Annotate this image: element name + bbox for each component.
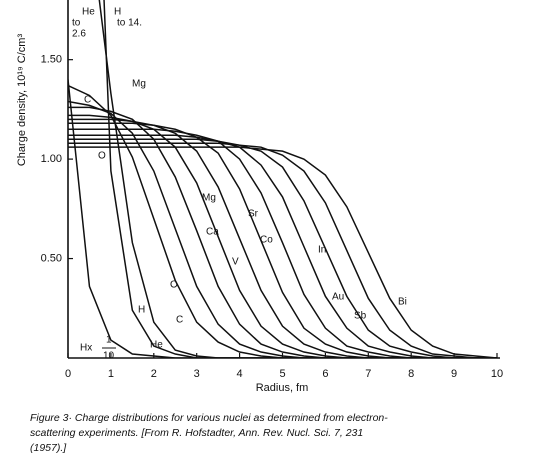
curve-label: Co <box>260 235 273 246</box>
x-tick-label: 1 <box>108 368 114 380</box>
annotation: He <box>82 7 95 18</box>
curve-label: Hx <box>80 343 92 354</box>
curve <box>68 146 498 358</box>
annotation: Mg <box>132 79 146 90</box>
curve-label: C <box>176 315 183 326</box>
x-tick-label: 5 <box>279 368 285 380</box>
curve <box>103 0 497 358</box>
y-axis-title: Charge density, 10¹⁹ C/cm³ <box>16 34 28 167</box>
curve-label: In <box>318 245 326 256</box>
annotation: C <box>84 95 91 106</box>
curve <box>68 84 497 358</box>
annotation: 1 <box>106 335 112 346</box>
x-tick-label: 3 <box>194 368 200 380</box>
curve-label: Sb <box>354 311 367 322</box>
curve-label: Au <box>332 292 344 303</box>
curve <box>68 79 497 358</box>
y-tick-label: 1.00 <box>41 153 62 165</box>
caption: (1957).] <box>30 442 67 454</box>
annotation: to <box>72 18 81 29</box>
curve-label: V <box>232 257 239 268</box>
annotation: 2.6 <box>72 29 86 40</box>
curve <box>68 134 497 358</box>
curve <box>68 122 497 358</box>
x-tick-label: 9 <box>451 368 457 380</box>
x-tick-label: 4 <box>237 368 243 380</box>
curve-label: O <box>170 280 178 291</box>
x-tick-label: 10 <box>491 368 503 380</box>
curve-label: Mg <box>202 193 216 204</box>
curve <box>68 128 497 358</box>
y-tick-label: 0.50 <box>41 252 62 264</box>
y-tick-label: 1.50 <box>41 54 62 66</box>
annotation: to 14. <box>117 18 142 29</box>
curve <box>68 118 497 358</box>
annotation: H <box>114 7 121 18</box>
curve <box>68 138 497 358</box>
curve-label: H <box>138 305 145 316</box>
curve <box>98 0 497 358</box>
x-axis-title: Radius, fm <box>256 382 309 394</box>
curve-label: Sr <box>248 209 259 220</box>
x-tick-label: 6 <box>322 368 328 380</box>
x-tick-label: 2 <box>151 368 157 380</box>
curve-label: Ca <box>206 227 219 238</box>
curves <box>68 0 498 358</box>
x-tick-label: 0 <box>65 368 71 380</box>
curve <box>68 142 497 358</box>
curve <box>68 106 497 358</box>
x-tick-label: 7 <box>365 368 371 380</box>
curve-label: Bi <box>398 297 407 308</box>
caption: scattering experiments. [From R. Hofstad… <box>30 427 363 439</box>
annotation: 10 <box>103 351 115 362</box>
caption: Figure 3· Charge distributions for vario… <box>30 412 388 424</box>
curve-label: He <box>150 340 163 351</box>
x-tick-label: 8 <box>408 368 414 380</box>
annotation: O <box>98 151 106 162</box>
